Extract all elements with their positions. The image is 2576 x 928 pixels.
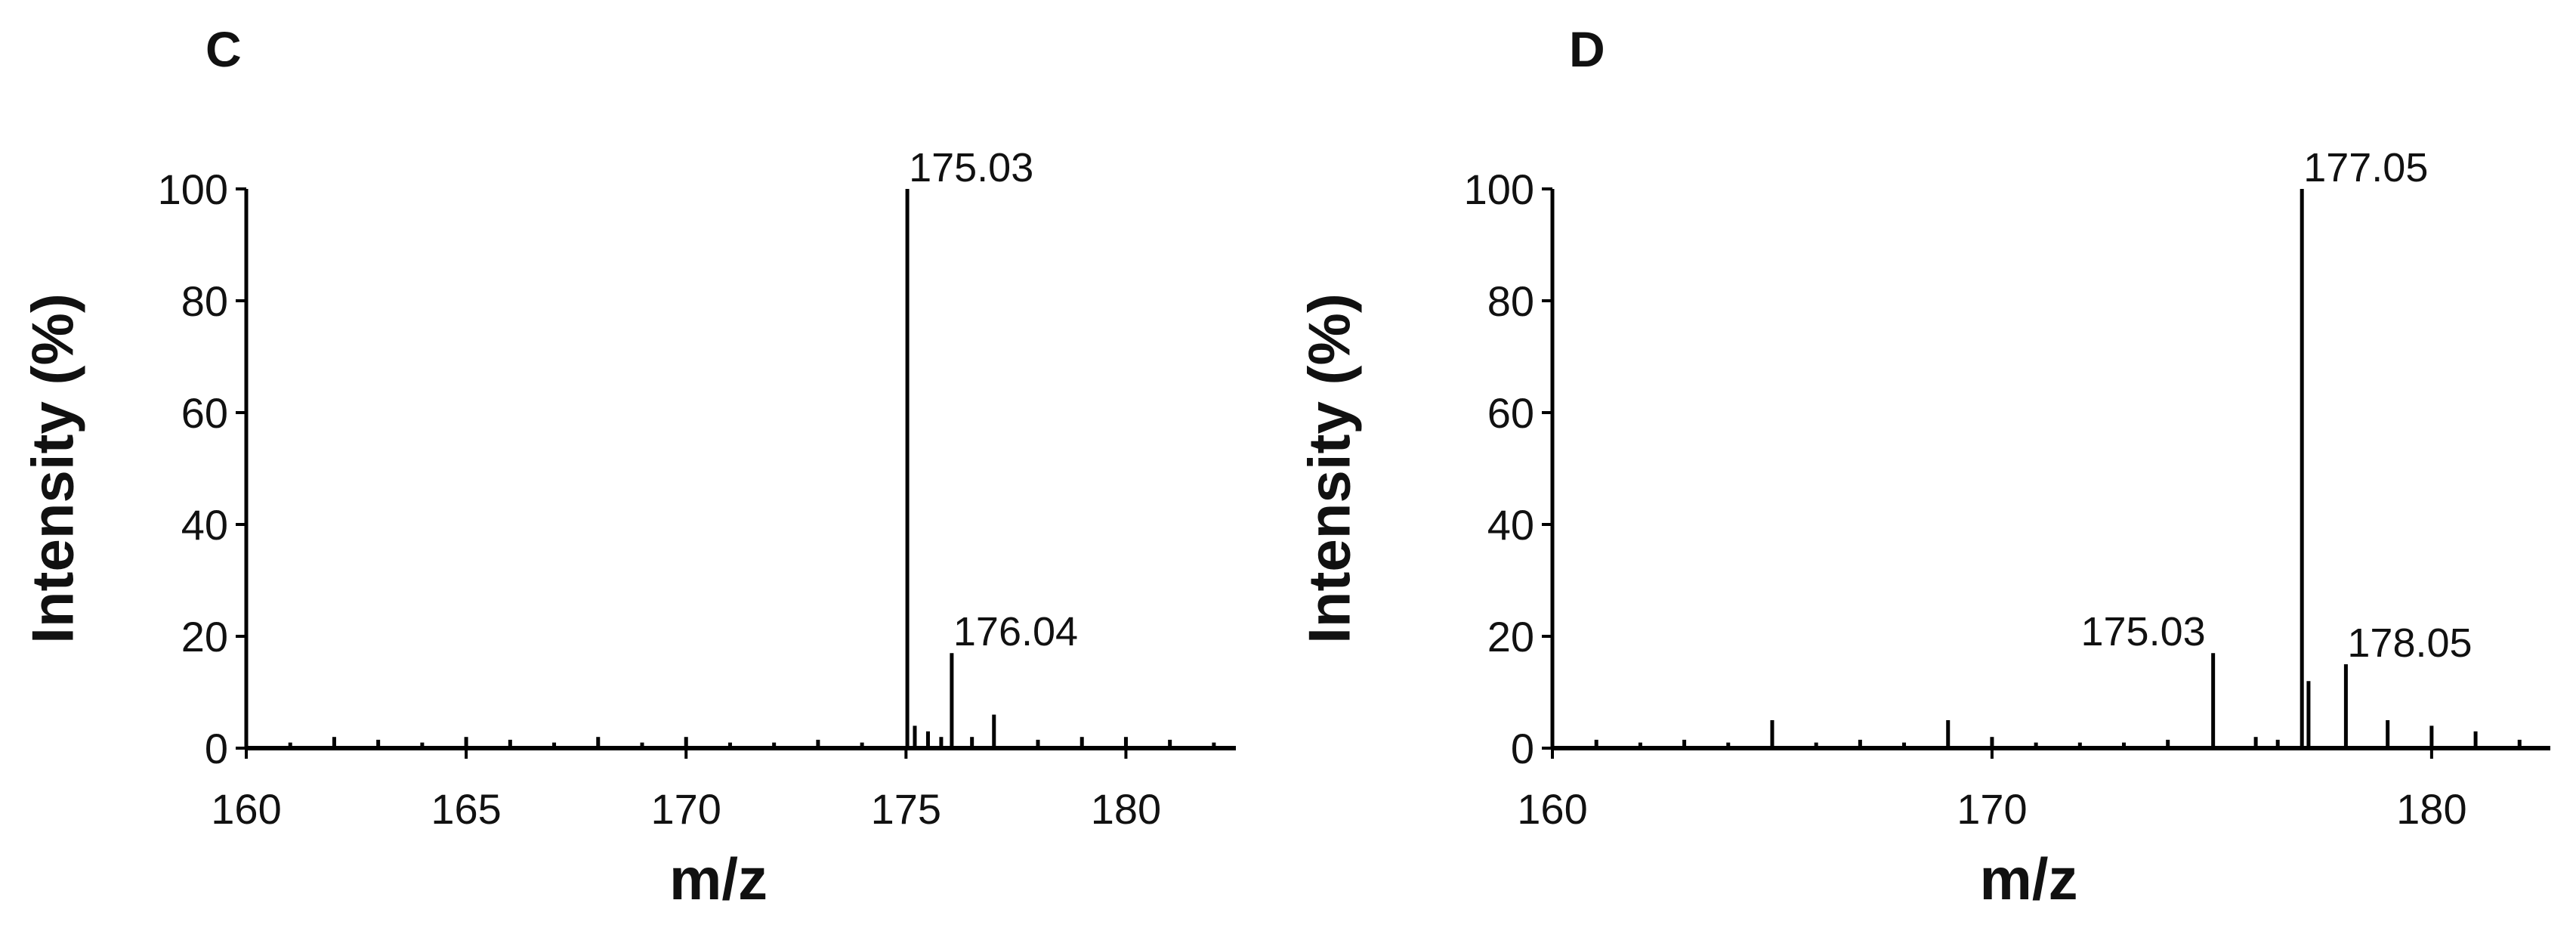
x-axis-title: m/z (669, 846, 768, 912)
y-tick-label: 0 (1511, 725, 1534, 772)
y-tick-label: 80 (181, 277, 228, 325)
peak-label: 175.03 (2080, 609, 2205, 654)
y-tick-label: 20 (1487, 613, 1534, 660)
y-axis-title: Intensity (%) (20, 293, 86, 644)
y-tick-label: 60 (1487, 389, 1534, 437)
y-tick-label: 60 (181, 389, 228, 437)
panel-label: C (205, 21, 242, 77)
x-tick-label: 160 (1517, 785, 1587, 833)
x-tick-label: 180 (1091, 785, 1161, 833)
peak-label: 177.05 (2303, 145, 2428, 190)
y-tick-label: 0 (205, 725, 228, 772)
x-axis-title: m/z (1979, 846, 2077, 912)
x-tick-label: 170 (1957, 785, 2027, 833)
peak-label: 176.04 (953, 609, 1078, 654)
x-tick-label: 175 (871, 785, 941, 833)
y-axis-title: Intensity (%) (1296, 293, 1363, 644)
x-tick-label: 180 (2396, 785, 2466, 833)
y-tick-label: 20 (181, 613, 228, 660)
peak-label: 178.05 (2347, 620, 2472, 666)
y-tick-label: 80 (1487, 277, 1534, 325)
panel-label: D (1569, 21, 1605, 77)
y-tick-label: 100 (1464, 165, 1534, 213)
y-tick-label: 100 (158, 165, 228, 213)
peak-label: 175.03 (909, 145, 1033, 190)
y-tick-label: 40 (1487, 501, 1534, 549)
y-tick-label: 40 (181, 501, 228, 549)
x-tick-label: 170 (651, 785, 721, 833)
x-tick-label: 160 (211, 785, 281, 833)
x-tick-label: 165 (431, 785, 501, 833)
